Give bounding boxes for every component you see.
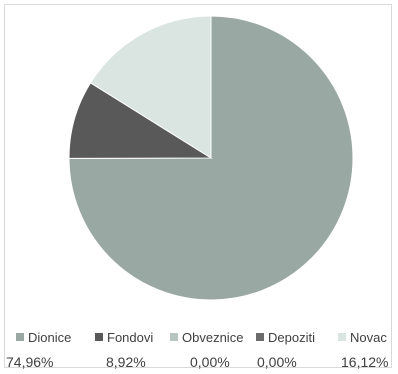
legend-item-obveznice: Obveznice [170, 328, 243, 348]
value-label-novac: 16,12% [341, 354, 389, 370]
legend-swatch-fondovi [95, 333, 103, 341]
legend-label-novac: Novac [350, 330, 387, 345]
legend-swatch-novac [338, 333, 346, 341]
legend-item-dionice: Dionice [16, 328, 71, 348]
pie-slice-dionice [68, 15, 354, 301]
value-label-dionice: 74,96% [6, 354, 54, 370]
legend-swatch-dionice [16, 333, 24, 341]
legend-swatch-depoziti [256, 333, 264, 341]
value-row: 74,96% 8,92% 0,00% 0,00% 16,12% [0, 352, 398, 374]
legend-item-depoziti: Depoziti [256, 328, 315, 348]
legend-label-fondovi: Fondovi [107, 330, 154, 345]
pie-chart [68, 15, 354, 301]
value-label-fondovi: 8,92% [106, 354, 146, 370]
legend-label-depoziti: Depoziti [268, 330, 315, 345]
value-label-obveznice: 0,00% [190, 354, 230, 370]
value-label-depoziti: 0,00% [257, 354, 297, 370]
pie-slice-fondovi [68, 82, 213, 159]
legend-item-fondovi: Fondovi [95, 328, 153, 348]
legend: Dionice Fondovi Obveznice Depoziti Novac [16, 328, 390, 348]
pie-slice-novac [89, 15, 212, 159]
legend-label-obveznice: Obveznice [182, 330, 244, 345]
legend-swatch-obveznice [170, 333, 178, 341]
legend-label-dionice: Dionice [28, 330, 72, 345]
legend-item-novac: Novac [338, 328, 387, 348]
